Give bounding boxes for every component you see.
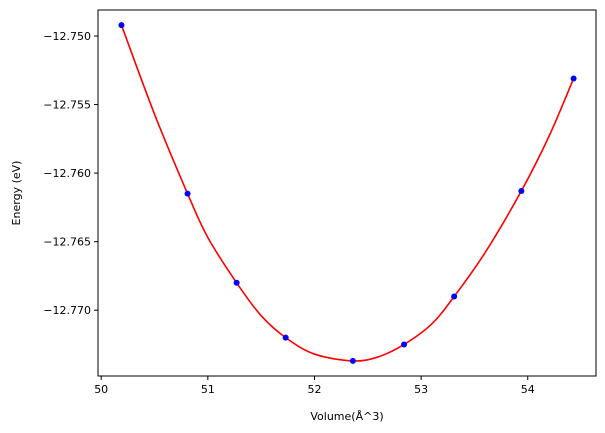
data-point	[118, 22, 125, 29]
x-tick-label: 54	[521, 383, 535, 396]
data-point	[184, 190, 191, 197]
x-tick-label: 53	[414, 383, 428, 396]
y-tick-label: −12.765	[43, 236, 91, 249]
data-point	[349, 357, 356, 364]
data-point	[518, 187, 525, 194]
y-tick-label: −12.770	[43, 304, 91, 317]
y-tick-label: −12.760	[43, 167, 91, 180]
x-axis-ticks: 50 51 52 53 54	[94, 376, 535, 396]
data-point	[451, 293, 458, 300]
x-tick-label: 50	[94, 383, 108, 396]
y-axis-ticks: −12.750 −12.755 −12.760 −12.765 −12.770	[43, 30, 98, 317]
y-tick-label: −12.755	[43, 99, 91, 112]
y-tick-label: −12.750	[43, 30, 91, 43]
plot-area	[98, 10, 596, 376]
data-point	[233, 279, 240, 286]
data-points-layer	[118, 22, 577, 364]
plot-frame	[97, 9, 597, 377]
data-point	[570, 75, 577, 82]
x-tick-label: 51	[201, 383, 215, 396]
x-axis-label: Volume(Å^3)	[310, 410, 383, 423]
data-point	[401, 341, 408, 348]
y-axis-label: Energy (eV)	[10, 161, 23, 226]
data-point	[282, 334, 289, 341]
x-tick-label: 52	[307, 383, 321, 396]
